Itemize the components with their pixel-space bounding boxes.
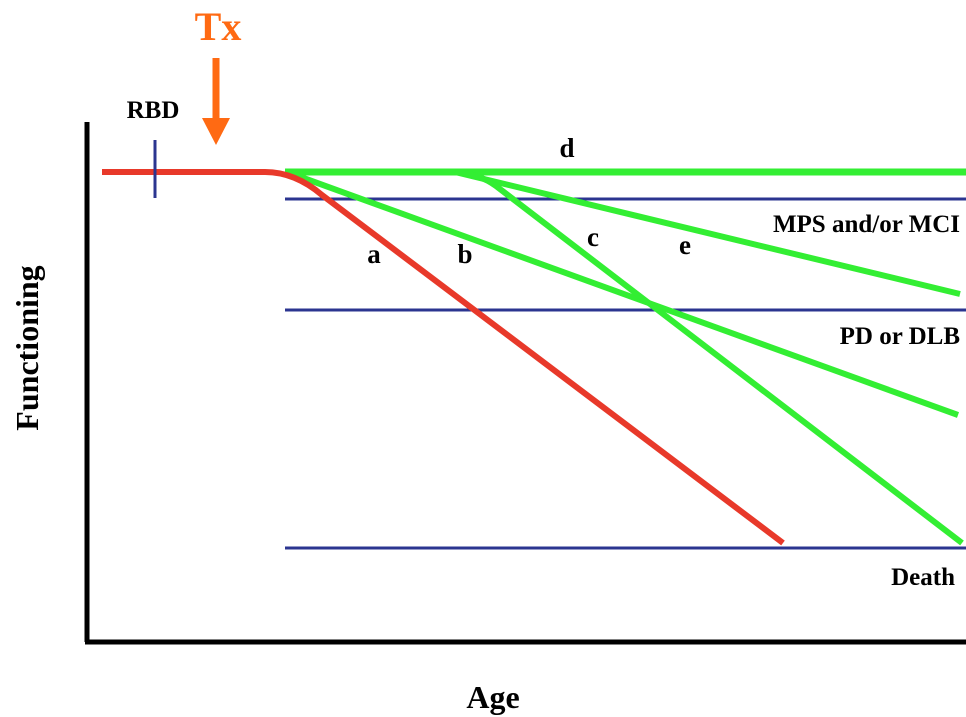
treatment-arrow-icon <box>202 58 230 145</box>
threshold-label-death: Death <box>891 564 955 591</box>
rbd-label: RBD <box>127 97 180 124</box>
trajectory-label-b: b <box>457 239 472 269</box>
threshold-label-pd: PD or DLB <box>840 323 960 350</box>
trajectory-label-d: d <box>559 133 574 163</box>
trajectory-line-a <box>102 169 785 546</box>
y-axis-label: Functioning <box>9 265 45 430</box>
trajectory-line-b <box>285 169 960 418</box>
trajectory-line-c <box>454 169 964 546</box>
trajectory-label-a: a <box>367 239 381 269</box>
treatment-label: Tx <box>195 4 242 49</box>
threshold-label-mps: MPS and/or MCI <box>773 211 960 238</box>
trajectory-label-c: c <box>587 222 599 252</box>
x-axis-label: Age <box>466 679 519 715</box>
trajectory-line-e <box>454 169 961 297</box>
trajectory-label-e: e <box>679 230 691 260</box>
